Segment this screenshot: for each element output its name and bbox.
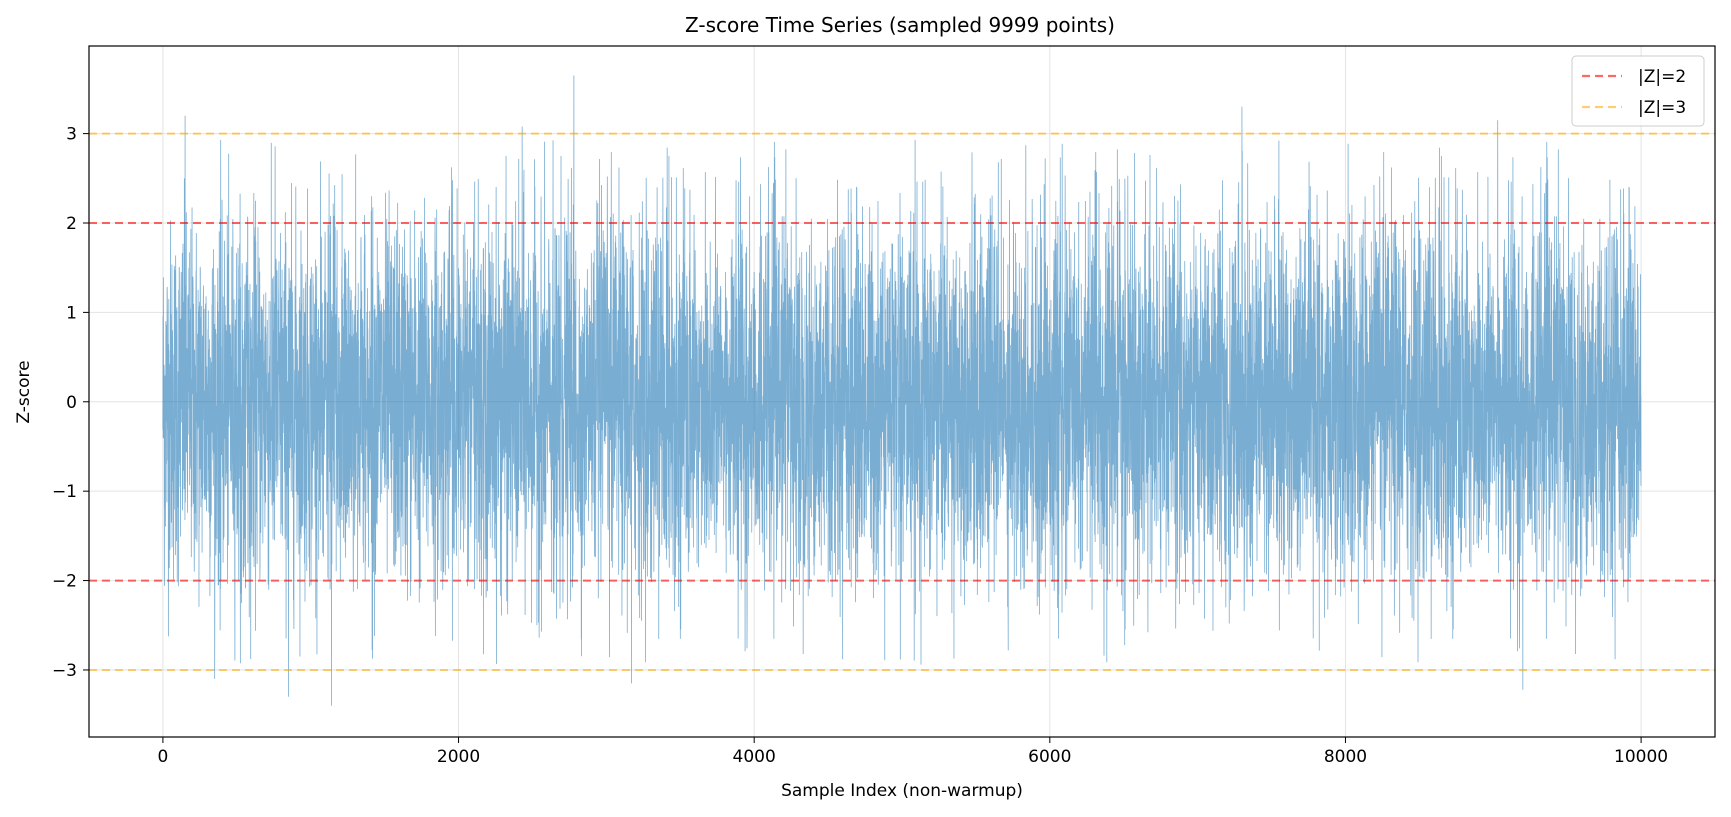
x-tick-label: 10000 xyxy=(1614,747,1668,767)
series-layer xyxy=(162,75,1642,706)
zscore-series-line xyxy=(162,75,1642,706)
y-tick-label: −2 xyxy=(52,572,77,592)
y-tick-label: 1 xyxy=(66,303,77,323)
y-tick-label: −1 xyxy=(52,482,77,502)
legend-label-z3: |Z|=3 xyxy=(1638,98,1686,118)
y-tick-label: 3 xyxy=(66,125,77,145)
x-tick-label: 0 xyxy=(157,747,168,767)
y-tick-label: −3 xyxy=(52,661,77,681)
x-tick-label: 6000 xyxy=(1028,747,1071,767)
y-tick-label: 0 xyxy=(66,393,77,413)
chart-title: Z-score Time Series (sampled 9999 points… xyxy=(685,13,1115,37)
y-axis-ticks: −3 −2 −1 0 1 2 3 xyxy=(52,125,89,681)
x-tick-label: 8000 xyxy=(1324,747,1367,767)
legend-box xyxy=(1571,55,1705,127)
plot-frame xyxy=(88,45,1716,738)
legend-label-z2: |Z|=2 xyxy=(1638,67,1686,87)
x-tick-label: 4000 xyxy=(733,747,776,767)
x-axis-label: Sample Index (non-warmup) xyxy=(781,781,1023,801)
x-axis-ticks: 0 2000 4000 6000 8000 10000 xyxy=(157,737,1668,767)
y-tick-label: 2 xyxy=(66,214,77,234)
legend: |Z|=2 |Z|=3 xyxy=(1571,55,1705,127)
reference-lines xyxy=(89,132,1715,671)
y-axis-label: Z-score xyxy=(14,360,34,423)
x-tick-label: 2000 xyxy=(437,747,480,767)
